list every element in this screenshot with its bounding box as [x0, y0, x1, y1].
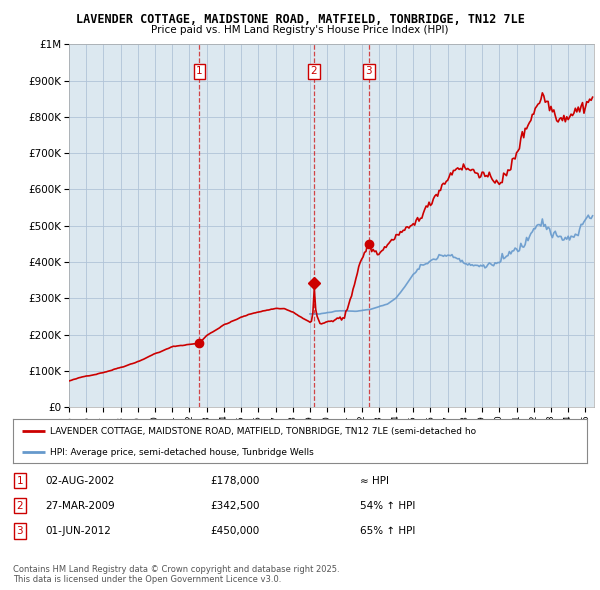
- Text: 2: 2: [16, 501, 23, 510]
- Text: Contains HM Land Registry data © Crown copyright and database right 2025.
This d: Contains HM Land Registry data © Crown c…: [13, 565, 340, 584]
- Text: ≈ HPI: ≈ HPI: [360, 476, 389, 486]
- Text: 1: 1: [196, 67, 203, 77]
- Text: 3: 3: [16, 526, 23, 536]
- Text: LAVENDER COTTAGE, MAIDSTONE ROAD, MATFIELD, TONBRIDGE, TN12 7LE (semi-detached h: LAVENDER COTTAGE, MAIDSTONE ROAD, MATFIE…: [50, 427, 476, 436]
- Text: 54% ↑ HPI: 54% ↑ HPI: [360, 501, 415, 510]
- Text: 27-MAR-2009: 27-MAR-2009: [45, 501, 115, 510]
- Text: LAVENDER COTTAGE, MAIDSTONE ROAD, MATFIELD, TONBRIDGE, TN12 7LE: LAVENDER COTTAGE, MAIDSTONE ROAD, MATFIE…: [76, 13, 524, 26]
- Text: HPI: Average price, semi-detached house, Tunbridge Wells: HPI: Average price, semi-detached house,…: [50, 448, 314, 457]
- Text: £178,000: £178,000: [210, 476, 259, 486]
- Text: 2: 2: [311, 67, 317, 77]
- Text: 65% ↑ HPI: 65% ↑ HPI: [360, 526, 415, 536]
- Text: 01-JUN-2012: 01-JUN-2012: [45, 526, 111, 536]
- Text: 3: 3: [365, 67, 372, 77]
- Text: 1: 1: [16, 476, 23, 486]
- Text: 02-AUG-2002: 02-AUG-2002: [45, 476, 115, 486]
- Text: £342,500: £342,500: [210, 501, 260, 510]
- Text: Price paid vs. HM Land Registry's House Price Index (HPI): Price paid vs. HM Land Registry's House …: [151, 25, 449, 35]
- Text: £450,000: £450,000: [210, 526, 259, 536]
